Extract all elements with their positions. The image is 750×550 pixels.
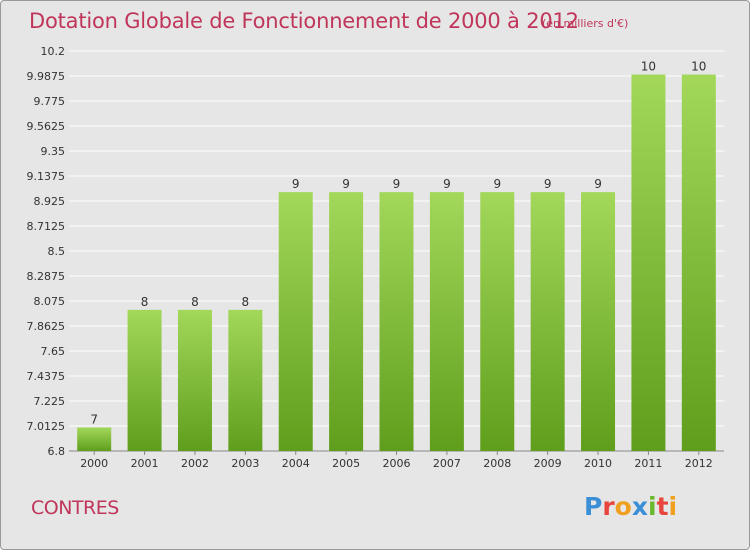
data-label: 9	[493, 177, 501, 191]
y-tick-label: 8.5	[48, 245, 66, 258]
y-tick-label: 8.925	[34, 195, 66, 208]
data-label: 9	[393, 177, 401, 191]
data-label: 9	[443, 177, 451, 191]
x-tick-label: 2005	[332, 457, 360, 470]
bar	[429, 192, 464, 452]
y-tick-label: 7.8625	[27, 320, 66, 333]
x-tick-label: 2000	[80, 457, 108, 470]
data-label: 9	[544, 177, 552, 191]
bar	[127, 309, 162, 451]
x-tick-label: 2009	[534, 457, 562, 470]
logo-letter: i	[668, 492, 678, 521]
data-label: 10	[641, 60, 656, 74]
data-label: 8	[191, 295, 199, 309]
data-label: 9	[342, 177, 350, 191]
data-label: 8	[242, 295, 250, 309]
chart-title: Dotation Globale de Fonctionnement de 20…	[29, 9, 579, 33]
logo-letter: r	[602, 492, 615, 521]
logo-letter: x	[631, 492, 648, 521]
logo-letter: t	[656, 492, 669, 521]
x-tick-label: 2001	[131, 457, 159, 470]
y-tick-label: 8.075	[34, 295, 66, 308]
y-tick-label: 9.35	[41, 145, 66, 158]
bar	[77, 427, 112, 451]
bar	[177, 309, 212, 451]
proxiti-logo: Proxiti	[584, 492, 677, 521]
y-tick-label: 8.7125	[27, 220, 66, 233]
data-label: 7	[90, 412, 98, 426]
y-tick-label: 9.5625	[27, 120, 66, 133]
x-tick-label: 2010	[584, 457, 612, 470]
x-tick-label: 2008	[483, 457, 511, 470]
place-name: CONTRES	[31, 497, 119, 519]
x-tick-label: 2002	[181, 457, 209, 470]
logo-letter: o	[614, 492, 632, 521]
x-tick-label: 2012	[685, 457, 713, 470]
bar	[228, 309, 263, 451]
y-tick-label: 7.4375	[27, 370, 66, 383]
data-label: 8	[141, 295, 149, 309]
bar	[681, 74, 716, 451]
bar	[278, 192, 313, 452]
y-tick-label: 10.2	[41, 45, 66, 58]
bar	[581, 192, 616, 452]
y-tick-label: 9.775	[34, 95, 66, 108]
y-tick-label: 7.65	[41, 345, 66, 358]
logo-letter: i	[648, 492, 657, 521]
logo-letter: P	[584, 492, 603, 521]
x-tick-label: 2006	[383, 457, 411, 470]
y-tick-label: 9.9875	[27, 70, 66, 83]
x-tick-label: 2003	[231, 457, 259, 470]
bar	[329, 192, 364, 452]
data-label: 9	[292, 177, 300, 191]
chart-subtitle: (en milliers d'€)	[542, 17, 629, 30]
bar	[631, 74, 666, 451]
bar	[530, 192, 565, 452]
x-tick-label: 2007	[433, 457, 461, 470]
y-tick-label: 8.2875	[27, 270, 66, 283]
data-label: 10	[691, 60, 706, 74]
x-tick-label: 2011	[634, 457, 662, 470]
y-tick-label: 9.1375	[27, 170, 66, 183]
x-tick-label: 2004	[282, 457, 310, 470]
y-tick-label: 6.8	[48, 445, 66, 458]
bar	[379, 192, 414, 452]
y-tick-label: 7.225	[34, 395, 66, 408]
bar	[480, 192, 515, 452]
data-label: 9	[594, 177, 602, 191]
y-tick-label: 7.0125	[27, 420, 66, 433]
